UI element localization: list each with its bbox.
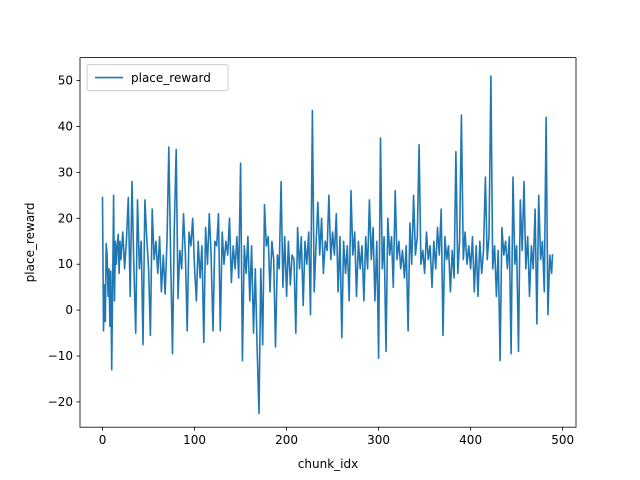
y-axis: −20 −10 0 10 20 30 40 50 [48,74,80,409]
y-tick-label: 20 [58,211,73,225]
y-tick-label: −10 [48,349,73,363]
legend-box [86,64,229,92]
y-tick-label: 50 [58,74,73,88]
y-tick-label: 0 [65,303,73,317]
x-axis-label: chunk_idx [298,457,358,471]
series-line-place-reward [101,75,554,415]
plot-frame [79,57,577,428]
y-tick-label: −20 [48,395,73,409]
y-tick-label: 30 [58,165,73,179]
y-tick-label: 40 [58,119,73,133]
y-axis-label: place_reward [23,202,37,282]
legend-label: place_reward [131,71,211,85]
x-tick-label: 200 [275,433,298,447]
x-tick-label: 0 [99,433,107,447]
x-tick-label: 300 [367,433,390,447]
x-tick-label: 400 [459,433,482,447]
y-tick-label: 10 [58,257,73,271]
x-tick-label: 500 [551,433,574,447]
x-tick-label: 100 [183,433,206,447]
x-axis: 0 100 200 300 400 500 [99,427,574,447]
legend: place_reward [86,64,229,92]
